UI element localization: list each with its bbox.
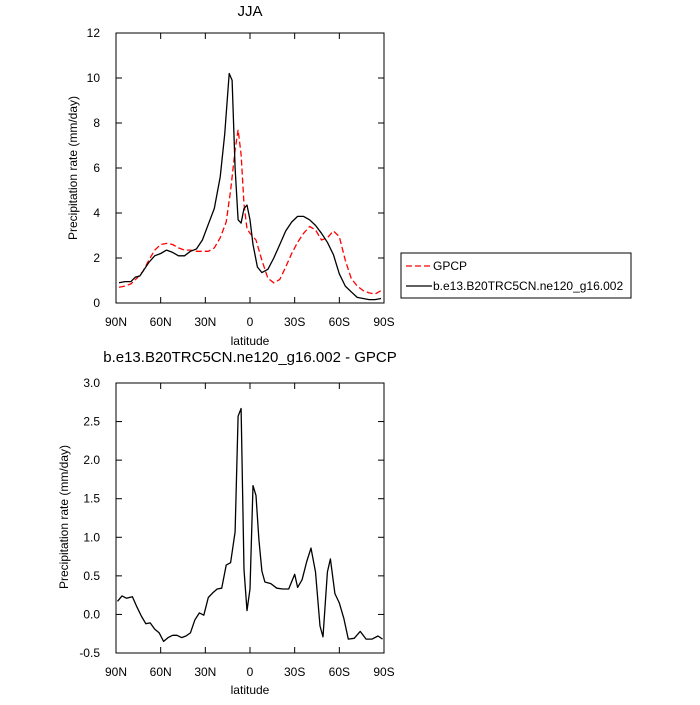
- y-tick-label: 2.0: [83, 453, 100, 467]
- panel-difference: b.e13.B20TRC5CN.ne120_g16.002 - GPCP lat…: [57, 349, 397, 697]
- x-tick-label: 90S: [373, 315, 394, 329]
- x-tick-label: 0: [247, 315, 254, 329]
- x-tick-label: 90N: [105, 665, 127, 679]
- chart-title: b.e13.B20TRC5CN.ne120_g16.002 - GPCP: [103, 349, 397, 366]
- y-tick-label: 8: [93, 116, 100, 130]
- y-tick-label: 0: [93, 296, 100, 310]
- x-tick-label: 60N: [150, 665, 172, 679]
- series-line-0: [117, 407, 383, 643]
- y-tick-label: 2: [93, 251, 100, 265]
- y-tick-label: 0.5: [83, 569, 100, 583]
- panel-jja: JJA latitude Precipitation rate (mm/day)…: [66, 3, 395, 348]
- y-tick-label: 4: [93, 206, 100, 220]
- x-tick-label: 60S: [329, 665, 350, 679]
- y-tick-label: 12: [87, 26, 101, 40]
- y-tick-label: 6: [93, 161, 100, 175]
- chart-title: JJA: [237, 3, 262, 20]
- y-tick-label: 0.0: [83, 607, 100, 621]
- x-axis-label: latitude: [231, 334, 270, 348]
- y-axis-label: Precipitation rate (mm/day): [57, 445, 71, 589]
- y-axis-label: Precipitation rate (mm/day): [66, 96, 80, 240]
- x-tick-label: 90N: [105, 315, 127, 329]
- y-tick-label: 1.0: [83, 530, 100, 544]
- x-axis-label: latitude: [231, 683, 270, 697]
- x-tick-label: 30N: [194, 665, 216, 679]
- x-tick-label: 30S: [284, 665, 305, 679]
- panel-marks: 90N 60N 30N 0 30S 60S 90S 0 2 4 6 8 10 12: [87, 26, 395, 329]
- x-tick-label: 60S: [329, 315, 350, 329]
- x-tick-label: 90S: [373, 665, 394, 679]
- y-tick-label: 3.0: [83, 376, 100, 390]
- panel-marks: 90N 60N 30N 0 30S 60S 90S -0.5 0.0 0.5 1.0 1.5 2.0 2.…: [79, 376, 394, 679]
- x-tick-label: 60N: [150, 315, 172, 329]
- series-line-0: [118, 129, 382, 295]
- legend-label-gpcp: GPCP: [433, 259, 467, 273]
- legend: GPCP b.e13.B20TRC5CN.ne120_g16.002: [400, 252, 632, 299]
- y-tick-label: -0.5: [79, 646, 100, 660]
- y-tick-label: 10: [87, 71, 101, 85]
- x-tick-label: 30N: [194, 315, 216, 329]
- x-tick-label: 0: [247, 665, 254, 679]
- legend-label-model: b.e13.B20TRC5CN.ne120_g16.002: [433, 279, 623, 293]
- x-tick-label: 30S: [284, 315, 305, 329]
- y-tick-label: 1.5: [83, 492, 100, 506]
- y-tick-label: 2.5: [83, 415, 100, 429]
- legend-box: [400, 252, 632, 299]
- series-line-1: [118, 72, 382, 301]
